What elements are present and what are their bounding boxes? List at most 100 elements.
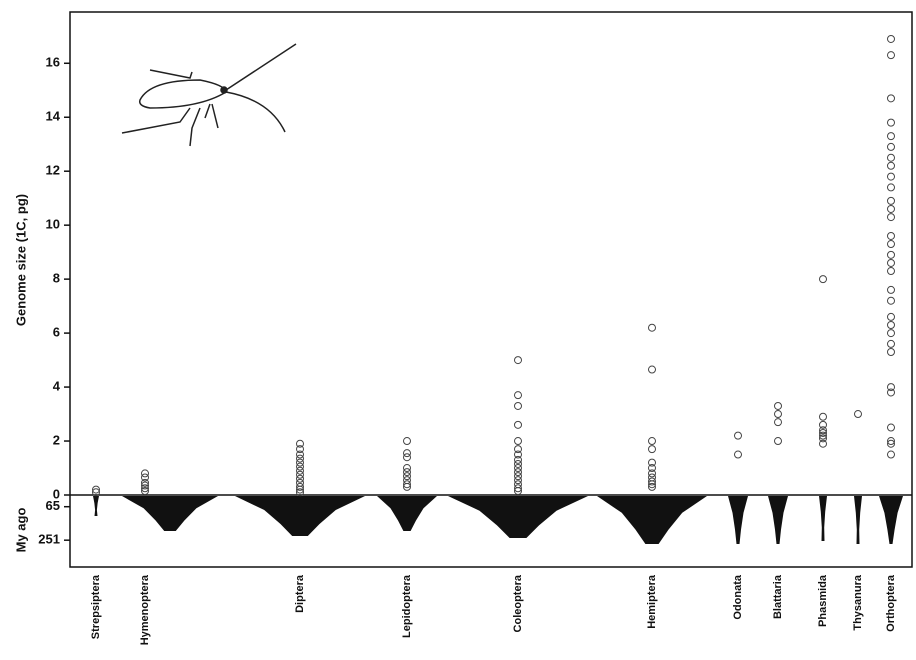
lineage-shape bbox=[377, 496, 437, 531]
genome-point bbox=[514, 356, 522, 365]
lineage-shape bbox=[597, 496, 707, 544]
genome-point bbox=[648, 477, 656, 486]
genome-point bbox=[887, 34, 895, 43]
genome-point bbox=[887, 51, 895, 60]
genome-point bbox=[887, 347, 895, 356]
genome-point bbox=[648, 480, 656, 489]
genome-point bbox=[819, 412, 827, 421]
genome-point bbox=[774, 401, 782, 410]
genome-point bbox=[403, 482, 411, 491]
genome-point bbox=[887, 437, 895, 446]
x-tick-label: Lepidoptera bbox=[401, 574, 413, 638]
genome-point bbox=[296, 458, 304, 467]
genome-point bbox=[296, 450, 304, 459]
genome-point bbox=[403, 468, 411, 477]
genome-point bbox=[887, 142, 895, 151]
x-tick-label: Hemiptera bbox=[646, 574, 658, 629]
genome-point bbox=[648, 469, 656, 478]
lineage-shape bbox=[879, 496, 903, 544]
x-tick-label: Orthoptera bbox=[885, 574, 897, 632]
genome-point bbox=[403, 449, 411, 458]
genome-point bbox=[887, 132, 895, 141]
genome-point bbox=[141, 486, 149, 495]
genome-point bbox=[514, 450, 522, 459]
genome-point bbox=[648, 365, 656, 374]
genome-point bbox=[887, 94, 895, 103]
genome-point bbox=[734, 431, 742, 440]
genome-point bbox=[887, 439, 895, 448]
genome-point bbox=[887, 450, 895, 459]
genome-point bbox=[648, 437, 656, 446]
y-tick-label: 14 bbox=[46, 109, 61, 124]
genome-point bbox=[514, 472, 522, 481]
genome-point bbox=[514, 459, 522, 468]
genome-point bbox=[819, 428, 827, 437]
genome-point bbox=[403, 476, 411, 485]
x-tick-label: Coleoptera bbox=[512, 574, 524, 632]
y-tick-label: 2 bbox=[53, 432, 60, 447]
genome-point bbox=[819, 434, 827, 443]
plot-frame bbox=[69, 11, 913, 568]
genome-point bbox=[819, 275, 827, 284]
genome-point bbox=[819, 439, 827, 448]
genome-point bbox=[403, 464, 411, 473]
genome-point bbox=[887, 296, 895, 305]
genome-point bbox=[819, 426, 827, 435]
y-tick-label: 4 bbox=[53, 379, 61, 394]
x-tick-label: Diptera bbox=[294, 574, 306, 613]
lineage-shape bbox=[819, 496, 827, 541]
genome-point bbox=[887, 153, 895, 162]
genome-point bbox=[296, 474, 304, 483]
genome-point bbox=[648, 482, 656, 491]
genome-point bbox=[887, 339, 895, 348]
time-tick-label: 251 bbox=[38, 532, 60, 547]
genome-point bbox=[887, 312, 895, 321]
genome-point bbox=[887, 258, 895, 267]
genome-point bbox=[403, 472, 411, 481]
genome-point bbox=[648, 473, 656, 482]
genome-point bbox=[887, 240, 895, 249]
genome-point bbox=[296, 462, 304, 471]
time-axis-label: My ago bbox=[13, 508, 28, 553]
y-tick-label: 12 bbox=[46, 163, 60, 178]
genome-point bbox=[514, 476, 522, 485]
y-tick-label: 8 bbox=[53, 271, 60, 286]
time-tick-label: 65 bbox=[46, 498, 60, 513]
genome-point bbox=[296, 482, 304, 491]
cockroach-drawing bbox=[121, 43, 297, 147]
genome-point bbox=[514, 484, 522, 493]
genome-point bbox=[734, 450, 742, 459]
genome-point bbox=[296, 478, 304, 487]
genome-point bbox=[648, 445, 656, 454]
x-tick-label: Blattaria bbox=[772, 574, 784, 619]
genome-point bbox=[141, 473, 149, 482]
genome-point bbox=[648, 323, 656, 332]
genome-point bbox=[774, 410, 782, 419]
x-tick-label: Thysanura bbox=[852, 574, 864, 631]
genome-point bbox=[296, 485, 304, 494]
genome-point bbox=[514, 391, 522, 400]
genome-point bbox=[92, 485, 100, 494]
y-axis-label: Genome size (1C, pg) bbox=[13, 194, 28, 326]
genome-point bbox=[514, 420, 522, 429]
genome-point bbox=[296, 439, 304, 448]
genome-point bbox=[141, 478, 149, 487]
x-tick-label: Hymenoptera bbox=[139, 574, 151, 645]
genome-point bbox=[648, 464, 656, 473]
genome-point bbox=[514, 445, 522, 454]
genome-point bbox=[296, 454, 304, 463]
genome-point bbox=[887, 161, 895, 170]
genome-point bbox=[774, 418, 782, 427]
genome-point bbox=[648, 458, 656, 467]
genome-point bbox=[887, 213, 895, 222]
x-tick-label: Strepsiptera bbox=[90, 574, 102, 639]
genome-point bbox=[887, 321, 895, 330]
genome-point bbox=[296, 488, 304, 497]
genome-point bbox=[887, 231, 895, 240]
genome-point bbox=[514, 486, 522, 495]
genome-point bbox=[141, 484, 149, 493]
genome-point bbox=[887, 183, 895, 192]
genome-point bbox=[887, 172, 895, 181]
genome-point bbox=[819, 420, 827, 429]
y-tick-label: 6 bbox=[53, 325, 60, 340]
